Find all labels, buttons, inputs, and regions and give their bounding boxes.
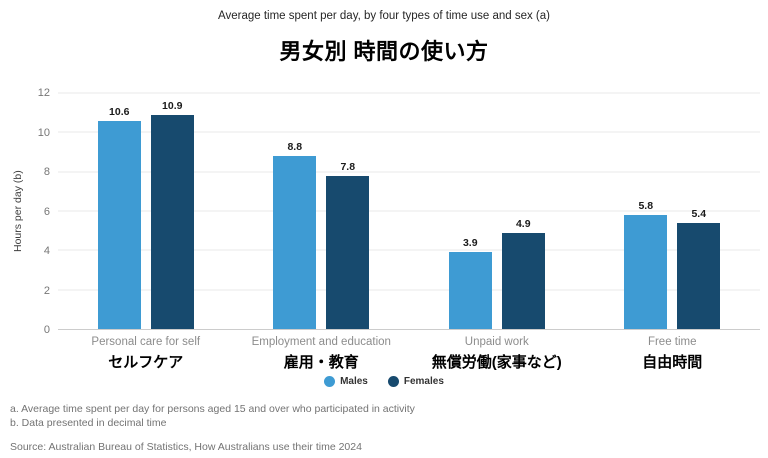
- bar-slot: 8.8: [273, 93, 317, 329]
- category-label: Personal care for self セルフケア: [58, 336, 234, 372]
- bar-males-1: [273, 155, 317, 329]
- category-label: Employment and education 雇用・教育: [234, 336, 410, 372]
- bar-slot: 7.8: [326, 93, 370, 329]
- chart-page: Average time spent per day, by four type…: [0, 10, 768, 458]
- plot-area: 10.6 10.9 8.8 7.8 3.9 4.9 5.8 5.4: [58, 92, 760, 330]
- footnote-b: b. Data presented in decimal time: [10, 417, 167, 430]
- bar-females-2: [501, 232, 545, 329]
- category-label-ja: 雇用・教育: [283, 354, 359, 371]
- category-label-ja: 無償労働(家事など): [431, 354, 562, 371]
- bar-group: 10.6 10.9: [58, 93, 234, 329]
- y-axis: 0 2 4 6 8 10 12: [28, 87, 58, 336]
- bar-value-label: 5.8: [638, 199, 654, 212]
- y-tick-label: 8: [43, 166, 50, 179]
- footnote-a: a. Average time spent per day for person…: [10, 403, 415, 415]
- legend-item-females: Females: [387, 376, 444, 387]
- legend-swatch-males: [324, 376, 336, 387]
- bar-value-label: 10.6: [109, 105, 130, 118]
- legend-label-females: Females: [403, 376, 444, 387]
- bar-groups: 10.6 10.9 8.8 7.8 3.9 4.9 5.8 5.4: [58, 93, 760, 329]
- bar-group: 5.8 5.4: [585, 93, 761, 329]
- bar-value-label: 10.9: [162, 99, 183, 112]
- y-tick-label: 2: [43, 284, 50, 297]
- chart-subtitle: Average time spent per day, by four type…: [218, 10, 550, 22]
- bar-value-label: 4.9: [515, 217, 531, 230]
- bar-males-2: [448, 252, 492, 329]
- bar-males-0: [97, 120, 141, 329]
- bar-males-3: [624, 214, 668, 329]
- y-axis-title: Hours per day (b): [12, 170, 24, 253]
- gridline: [58, 210, 760, 212]
- legend: Males Females: [0, 376, 768, 387]
- y-tick-label: 10: [37, 126, 50, 139]
- category-label-ja: セルフケア: [108, 354, 184, 371]
- legend-label-males: Males: [340, 376, 368, 387]
- bar-slot: 10.9: [150, 93, 194, 329]
- bar-group: 8.8 7.8: [234, 93, 410, 329]
- bar-slot: 5.8: [624, 93, 668, 329]
- footnotes: a. Average time spent per day for person…: [10, 402, 768, 455]
- bar-slot: 4.9: [501, 93, 545, 329]
- bar-value-label: 7.8: [340, 160, 356, 173]
- category-axis-spacer: [8, 336, 58, 372]
- bar-value-label: 8.8: [287, 140, 303, 153]
- category-label-en: Personal care for self: [91, 336, 201, 348]
- gridline: [58, 289, 760, 291]
- bar-group: 3.9 4.9: [409, 93, 585, 329]
- category-label: Free time 自由時間: [585, 336, 761, 372]
- bar-females-1: [326, 175, 370, 329]
- category-labels: Personal care for self セルフケア Employment an…: [58, 336, 760, 372]
- bar-value-label: 3.9: [462, 237, 478, 250]
- gridline: [58, 92, 760, 94]
- gridline: [58, 249, 760, 251]
- bar-slot: 5.4: [677, 93, 721, 329]
- y-tick-label: 6: [43, 205, 50, 218]
- category-label-en: Unpaid work: [464, 336, 529, 348]
- legend-swatch-females: [387, 376, 399, 387]
- bar-slot: 3.9: [448, 93, 492, 329]
- footnote-source: Source: Australian Bureau of Statistics,…: [10, 441, 362, 454]
- chart-title: 男女別 時間の使い方: [279, 39, 489, 64]
- category-axis: Personal care for self セルフケア Employment an…: [0, 336, 768, 372]
- bar-females-3: [677, 222, 721, 329]
- bar-chart: Hours per day (b) 0 2 4 6 8 10 12 10.6 10.9 8.8 7…: [0, 87, 768, 336]
- category-label-ja: 自由時間: [642, 354, 703, 371]
- bar-females-0: [150, 114, 194, 329]
- category-label: Unpaid work 無償労働(家事など): [409, 336, 585, 372]
- category-label-en: Employment and education: [251, 336, 391, 348]
- y-tick-label: 12: [37, 87, 50, 99]
- gridline: [58, 171, 760, 173]
- legend-item-males: Males: [324, 376, 368, 387]
- gridline: [58, 131, 760, 133]
- bar-value-label: 5.4: [691, 207, 707, 220]
- category-label-en: Free time: [647, 336, 697, 348]
- y-tick-label: 4: [43, 245, 50, 258]
- bar-slot: 10.6: [97, 93, 141, 329]
- y-tick-label: 0: [43, 324, 50, 336]
